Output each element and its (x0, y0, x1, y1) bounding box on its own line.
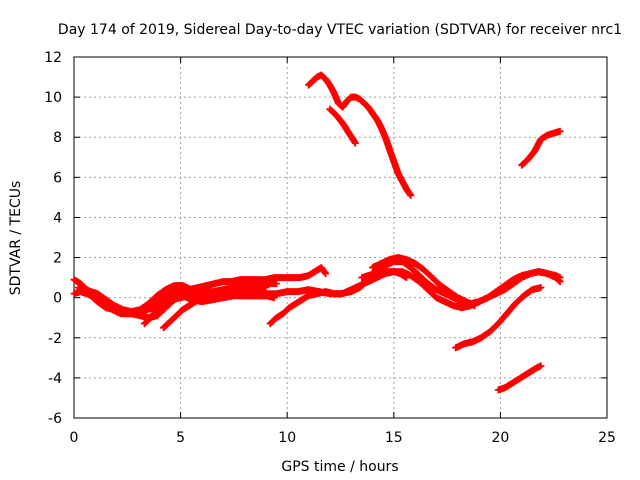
series-markers (369, 254, 479, 310)
x-tick-label: 10 (278, 430, 296, 446)
series-markers (326, 105, 359, 147)
chart-title: Day 174 of 2019, Sidereal Day-to-day VTE… (58, 22, 622, 38)
x-tick-label: 0 (70, 430, 79, 446)
y-tick-label: 8 (53, 130, 62, 146)
series-arc-9 (369, 254, 479, 310)
y-tick-label: 2 (53, 251, 62, 267)
ticks: 0 5 10 15 20 25 -6 -4 -2 0 2 4 6 8 10 12 (44, 50, 616, 446)
series-arc-11 (452, 284, 545, 352)
y-tick-label: -4 (48, 371, 62, 387)
series-markers (140, 288, 270, 328)
series-arc-12 (494, 362, 545, 394)
series-arc-6 (160, 284, 270, 332)
series-arc-13 (305, 71, 415, 199)
series-markers (358, 268, 411, 282)
grid (74, 57, 607, 418)
series-markers (305, 71, 415, 199)
series-arc-15 (518, 127, 564, 169)
y-tick-label: 6 (53, 170, 62, 186)
x-axis-label: GPS time / hours (281, 459, 398, 475)
y-tick-label: 0 (53, 291, 62, 307)
series-arc-14 (326, 105, 359, 147)
y-tick-label: 4 (53, 210, 62, 226)
x-tick-label: 25 (598, 430, 616, 446)
series-markers (518, 127, 564, 169)
x-tick-label: 15 (385, 430, 403, 446)
x-tick-label: 20 (491, 430, 509, 446)
series-markers (494, 362, 545, 394)
y-tick-label: 12 (44, 50, 62, 66)
y-tick-label: -6 (48, 411, 62, 427)
data-marks (70, 71, 564, 394)
y-tick-label: 10 (44, 90, 62, 106)
series-markers (160, 284, 270, 332)
x-tick-label: 5 (176, 430, 185, 446)
series-arc-10 (358, 268, 411, 282)
y-tick-label: -2 (48, 331, 62, 347)
series-markers (452, 284, 545, 352)
plot-frame (73, 56, 608, 419)
series-arc-5 (140, 288, 270, 328)
y-axis-label: SDTVAR / TECUs (8, 181, 24, 296)
